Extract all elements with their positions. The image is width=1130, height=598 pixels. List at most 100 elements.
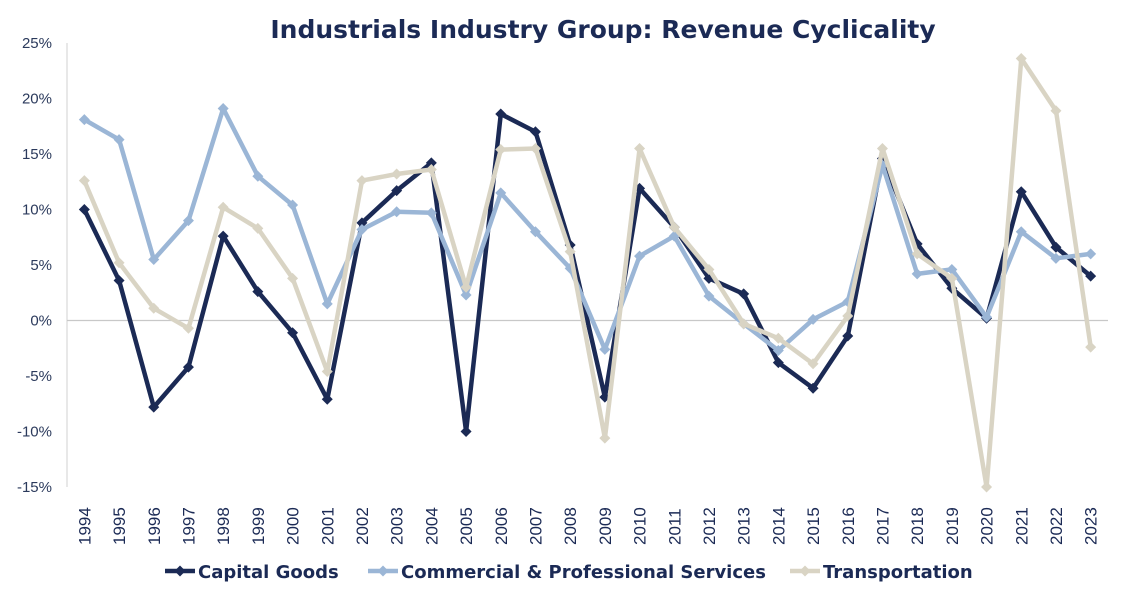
data-point-series-3 <box>738 318 750 330</box>
data-point-series-3 <box>425 164 437 176</box>
data-point-series-1 <box>217 230 229 242</box>
data-point-series-3 <box>321 366 333 378</box>
data-point-series-1 <box>460 426 472 437</box>
data-point-series-2 <box>1015 226 1027 238</box>
data-point-series-2 <box>529 226 541 238</box>
data-point-series-2 <box>148 253 160 265</box>
x-tick-label: 1996 <box>145 507 164 545</box>
x-tick-label: 2005 <box>457 507 476 545</box>
x-tick-label: 2018 <box>908 507 927 545</box>
data-point-series-3 <box>807 358 819 370</box>
legend-marker-1 <box>174 565 186 577</box>
x-tick-label: 1999 <box>249 507 268 545</box>
data-point-series-3 <box>981 481 993 493</box>
data-point-series-2 <box>911 268 923 280</box>
data-point-series-1 <box>1050 241 1062 253</box>
data-point-series-3 <box>1050 105 1062 117</box>
data-point-series-3 <box>876 142 888 154</box>
data-point-series-1 <box>738 288 750 300</box>
data-point-series-1 <box>529 126 541 138</box>
data-point-series-2 <box>425 207 437 219</box>
data-point-series-3 <box>1015 53 1027 65</box>
legend: Capital Goods Commercial & Professional S… <box>165 562 973 583</box>
x-tick-label: 2003 <box>388 507 407 545</box>
data-point-series-1 <box>1015 186 1027 198</box>
data-point-series-2 <box>356 223 368 235</box>
data-point-series-3 <box>391 168 403 180</box>
y-tick-label: -10% <box>17 424 52 441</box>
data-point-series-1 <box>78 204 90 215</box>
legend-marker-3 <box>799 565 811 577</box>
x-tick-label: 2002 <box>353 507 372 545</box>
y-tick-label: 5% <box>30 257 52 274</box>
data-point-series-3 <box>217 201 229 213</box>
data-point-series-1 <box>252 286 264 298</box>
data-point-series-3 <box>78 175 90 187</box>
data-point-series-2 <box>460 289 472 301</box>
data-point-series-2 <box>703 290 715 302</box>
data-point-series-2 <box>287 199 299 211</box>
x-tick-label: 2012 <box>700 507 719 545</box>
data-point-series-1 <box>113 275 125 287</box>
x-tick-label: 2014 <box>769 507 788 545</box>
x-tick-label: 2021 <box>1012 507 1031 545</box>
data-point-series-1 <box>182 361 194 373</box>
data-point-series-3 <box>842 310 854 322</box>
data-point-series-2 <box>807 313 819 325</box>
x-tick-label: 2006 <box>492 507 511 545</box>
data-point-series-2 <box>1050 252 1062 264</box>
x-tick-label: 2010 <box>631 507 650 545</box>
chart-title: Industrials Industry Group: Revenue Cycl… <box>270 15 935 44</box>
data-point-series-2 <box>182 215 194 227</box>
data-point-series-3 <box>946 272 958 284</box>
y-tick-label: 25% <box>22 35 52 52</box>
data-point-series-3 <box>356 175 368 187</box>
plot-area: -15% -10% -5% 0% 5% 10% 15% 20% 25% 1994 1995 1996 1… <box>17 35 1108 545</box>
x-tick-label: 2017 <box>873 507 892 545</box>
data-point-series-3 <box>564 246 576 258</box>
data-point-series-1 <box>287 327 299 339</box>
data-point-series-1 <box>356 217 368 229</box>
legend-label-3: Transportation <box>823 562 973 583</box>
data-point-series-3 <box>703 263 715 275</box>
y-tick-label: 20% <box>22 91 52 108</box>
data-point-series-2 <box>391 206 403 218</box>
x-tick-label: 2008 <box>561 507 580 545</box>
x-tick-label: 2000 <box>284 507 303 545</box>
data-point-series-1 <box>807 382 819 394</box>
data-point-series-2 <box>772 344 784 356</box>
data-point-series-1 <box>1085 270 1097 282</box>
data-point-series-1 <box>321 393 333 405</box>
data-point-series-3 <box>599 432 611 444</box>
x-tick-label: 2016 <box>839 507 858 545</box>
legend-marker-2 <box>377 565 389 577</box>
data-point-series-3 <box>1085 341 1097 353</box>
data-point-series-2 <box>321 298 333 310</box>
x-tick-label: 1997 <box>179 507 198 545</box>
y-tick-label: 10% <box>22 202 52 219</box>
data-point-series-3 <box>668 221 680 233</box>
data-point-series-2 <box>78 114 90 126</box>
data-point-series-2 <box>217 102 229 114</box>
x-tick-label: 2001 <box>318 507 337 545</box>
x-tick-label: 1998 <box>214 507 233 545</box>
x-tick-label: 2009 <box>596 507 615 545</box>
data-point-series-3 <box>529 142 541 154</box>
data-point-series-1 <box>148 401 160 413</box>
data-point-series-2 <box>634 250 646 262</box>
x-tick-label: 2022 <box>1047 507 1066 545</box>
data-point-series-2 <box>495 187 507 199</box>
x-tick-label: 2007 <box>526 507 545 545</box>
y-tick-label: 15% <box>22 146 52 163</box>
data-point-series-3 <box>287 272 299 284</box>
data-point-series-3 <box>148 302 160 314</box>
data-point-series-2 <box>946 263 958 275</box>
x-tick-label: 1995 <box>110 507 129 545</box>
data-point-series-1 <box>842 330 854 342</box>
data-point-series-1 <box>425 157 437 169</box>
x-tick-label: 2013 <box>735 507 754 545</box>
series-line-3 <box>82 56 1093 490</box>
data-point-series-2 <box>113 134 125 146</box>
x-tick-label: 2019 <box>943 507 962 545</box>
